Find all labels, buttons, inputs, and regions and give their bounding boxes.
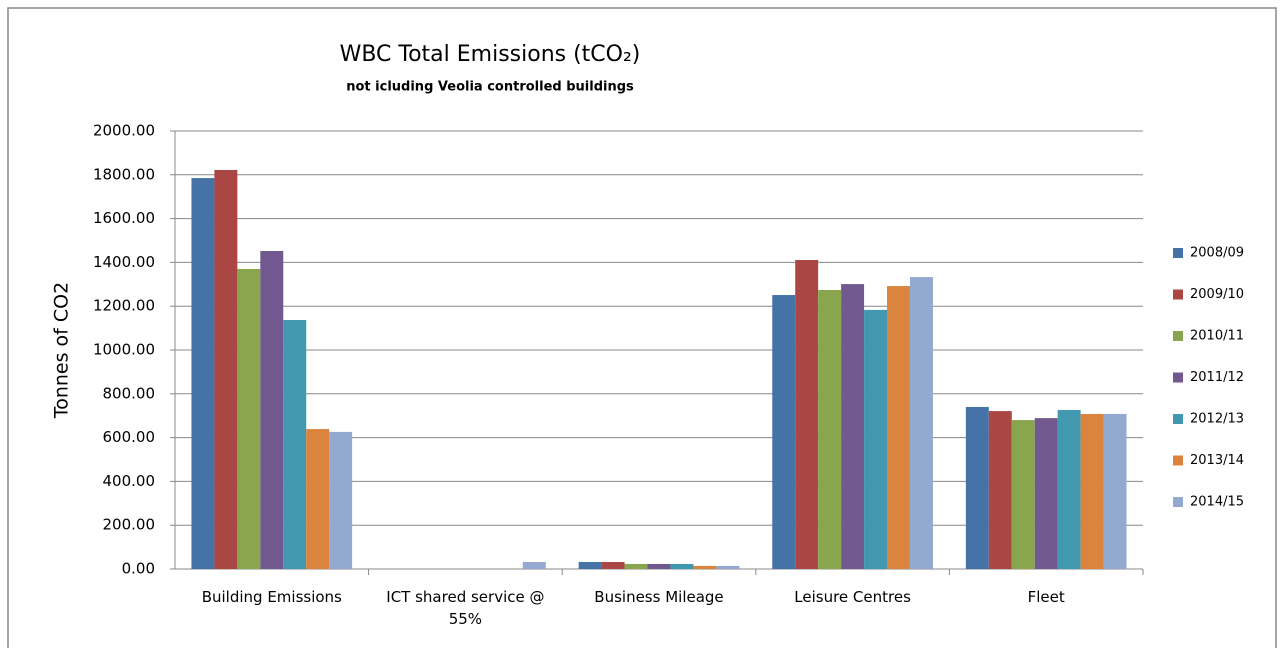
bar	[237, 268, 261, 569]
x-tick-label: Leisure Centres	[794, 588, 911, 606]
y-tick-label: 2000.00	[93, 122, 155, 140]
y-tick-label: 400.00	[103, 472, 156, 490]
x-tick-label: Business Mileage	[594, 588, 724, 606]
bar	[670, 563, 694, 569]
bar	[647, 563, 671, 569]
bar	[1080, 413, 1104, 569]
legend-label: 2012/13	[1190, 412, 1244, 427]
x-tick-label: Fleet	[1027, 588, 1065, 606]
x-tick-label: ICT shared service @ 55%	[386, 588, 545, 628]
legend-label: 2010/11	[1190, 329, 1244, 344]
bar	[191, 178, 215, 569]
bar	[306, 429, 330, 569]
y-tick-label: 0.00	[122, 560, 155, 578]
y-tick-label: 200.00	[103, 516, 156, 534]
y-axis-label: Tonnes of CO2	[51, 282, 73, 419]
bar	[841, 284, 865, 569]
bar	[522, 561, 546, 569]
bar	[1034, 418, 1058, 569]
bar	[1103, 413, 1127, 569]
bar	[864, 309, 888, 569]
bar	[624, 563, 648, 569]
legend-swatch	[1173, 372, 1183, 383]
bar	[988, 411, 1012, 569]
legend-swatch	[1173, 331, 1183, 341]
legend-label: 2008/09	[1190, 246, 1244, 261]
y-tick-label: 1600.00	[93, 209, 155, 227]
y-tick-label: 1400.00	[93, 253, 155, 271]
legend-label: 2009/10	[1190, 287, 1244, 302]
bar	[909, 277, 933, 569]
y-tick-label: 1200.00	[93, 297, 155, 315]
chart-title: WBC Total Emissions (tCO₂)	[340, 42, 641, 67]
bar	[1011, 420, 1035, 569]
y-tick-label: 800.00	[103, 384, 156, 402]
legend-label: 2014/15	[1190, 495, 1244, 510]
bar	[887, 286, 910, 569]
legend-label: 2013/14	[1190, 453, 1244, 468]
legend-swatch	[1173, 289, 1183, 300]
legend-swatch	[1173, 455, 1183, 466]
bar	[283, 319, 307, 569]
chart-subtitle: not icluding Veolia controlled buildings	[346, 80, 634, 95]
bar	[716, 565, 740, 569]
bar	[601, 561, 625, 569]
y-tick-label: 1800.00	[93, 165, 155, 183]
y-tick-label: 1000.00	[93, 341, 155, 359]
bar	[329, 431, 353, 569]
bar	[214, 169, 238, 569]
bar	[772, 295, 796, 569]
legend-swatch	[1173, 497, 1183, 507]
bar	[965, 406, 989, 569]
x-tick-label: Building Emissions	[201, 588, 342, 606]
bar	[693, 565, 717, 569]
bar	[1057, 410, 1081, 569]
bar	[818, 289, 842, 569]
legend-swatch	[1173, 414, 1183, 424]
bar	[260, 251, 284, 569]
bar	[578, 561, 602, 569]
y-tick-label: 600.00	[103, 428, 156, 446]
bar	[795, 259, 819, 569]
legend-swatch	[1173, 248, 1183, 258]
legend-label: 2011/12	[1190, 370, 1244, 385]
